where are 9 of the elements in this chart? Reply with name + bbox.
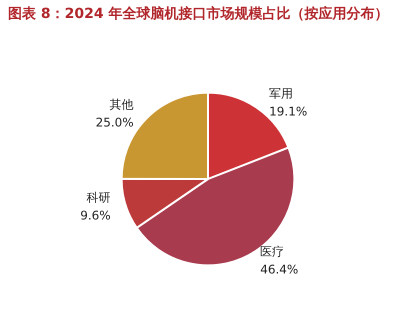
data-label: 19.1% (269, 104, 308, 119)
slice-label: 其他 (110, 98, 134, 112)
slice-label: 军用 (269, 86, 294, 101)
chart-title: 图表 8：2024 年全球脑机接口市场规模占比（按应用分布） (8, 4, 390, 24)
data-label: 46.4% (260, 262, 298, 277)
slice-label: 科研 (86, 190, 111, 204)
data-label: 25.0% (96, 116, 134, 130)
data-label: 9.6% (80, 208, 111, 222)
slice-label: 医疗 (260, 244, 284, 259)
